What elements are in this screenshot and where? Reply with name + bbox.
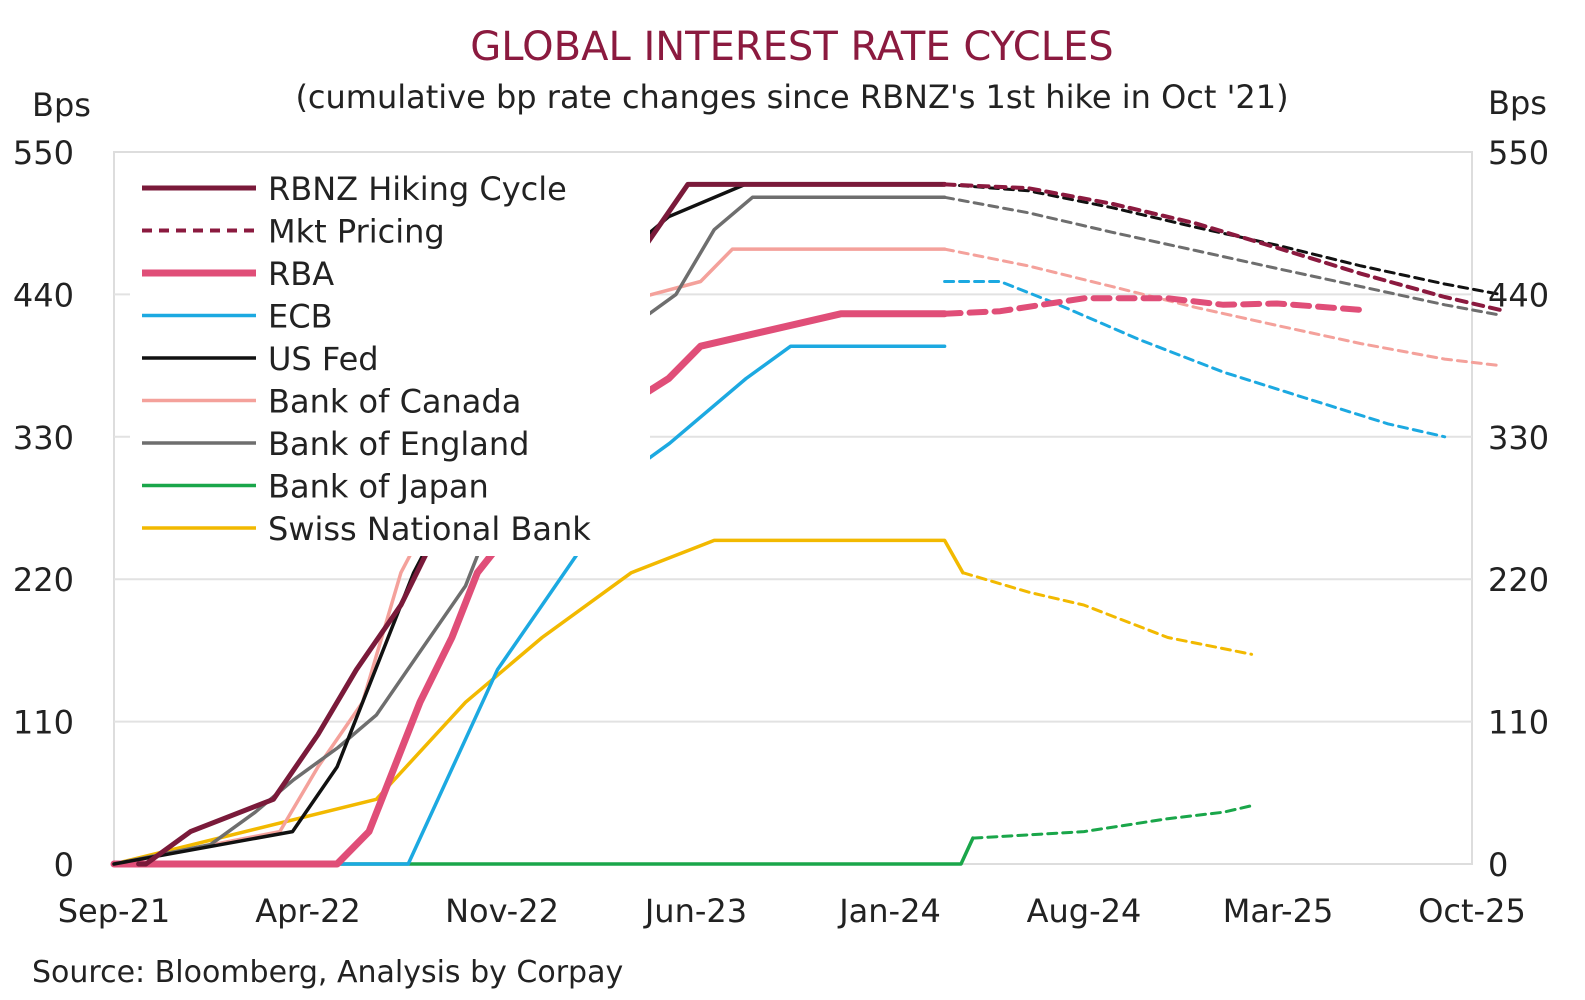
- legend-label: ECB: [268, 298, 333, 336]
- series-line-bank-of-england-mkt: [943, 195, 1502, 317]
- legend-label: RBA: [268, 255, 334, 293]
- x-tick-label: Nov-22: [445, 892, 559, 930]
- y-tick-label-right: 440: [1488, 276, 1549, 314]
- x-tick-label: Jan-24: [837, 892, 941, 930]
- legend-label: RBNZ Hiking Cycle: [268, 170, 567, 208]
- axis-ticks: 0 0 110 110 220 220 330 330 440 440 550 550 Sep-21 Ap…: [13, 134, 1549, 930]
- y-tick-label-right: 550: [1488, 134, 1549, 172]
- y-tick-label-left: 440: [13, 276, 74, 314]
- series-line-bank-of-japan-mkt: [971, 804, 1254, 840]
- legend-label: Bank of England: [268, 425, 529, 463]
- series-line-swiss-national-bank: [112, 538, 965, 866]
- series-line-rba-mkt: [941, 295, 1364, 317]
- y-tick-label-left: 110: [13, 704, 74, 742]
- series-line-us-fed-mkt: [943, 182, 1502, 296]
- y-tick-label-right: 110: [1488, 704, 1549, 742]
- x-tick-label: Mar-25: [1223, 892, 1334, 930]
- chart-subtitle: (cumulative bp rate changes since RBNZ's…: [295, 78, 1288, 116]
- legend-label: Mkt Pricing: [268, 213, 445, 251]
- y-axis-label-right: Bps: [1488, 84, 1547, 122]
- y-tick-label-left: 550: [13, 134, 74, 172]
- x-tick-label: Aug-24: [1027, 892, 1142, 930]
- legend: RBNZ Hiking Cycle Mkt Pricing RBA ECB US Fed…: [130, 164, 650, 556]
- y-tick-label-right: 220: [1488, 561, 1549, 599]
- x-tick-label: Apr-22: [255, 892, 361, 930]
- series-line-swiss-national-bank-mkt: [961, 571, 1254, 656]
- y-tick-label-left: 220: [13, 561, 74, 599]
- legend-label: Bank of Japan: [268, 468, 489, 506]
- legend-label: Swiss National Bank: [268, 510, 591, 548]
- y-tick-label-right: 0: [1488, 846, 1508, 884]
- series-line-ecb-mkt: [943, 280, 1447, 439]
- y-tick-label-left: 0: [54, 846, 74, 884]
- series-line-mkt-pricing: [942, 182, 1503, 312]
- x-tick-label: Jun-23: [643, 892, 747, 930]
- x-tick-label: Oct-25: [1418, 892, 1526, 930]
- legend-label: US Fed: [268, 340, 379, 378]
- legend-label: Bank of Canada: [268, 383, 521, 421]
- series-line-bank-of-canada-mkt: [943, 247, 1502, 368]
- y-axis-label-left: Bps: [32, 86, 91, 124]
- source-note: Source: Bloomberg, Analysis by Corpay: [32, 955, 623, 990]
- chart-title: GLOBAL INTEREST RATE CYCLES: [470, 24, 1113, 70]
- y-tick-label-left: 330: [13, 419, 74, 457]
- y-tick-label-right: 330: [1488, 419, 1549, 457]
- x-tick-label: Sep-21: [58, 892, 171, 930]
